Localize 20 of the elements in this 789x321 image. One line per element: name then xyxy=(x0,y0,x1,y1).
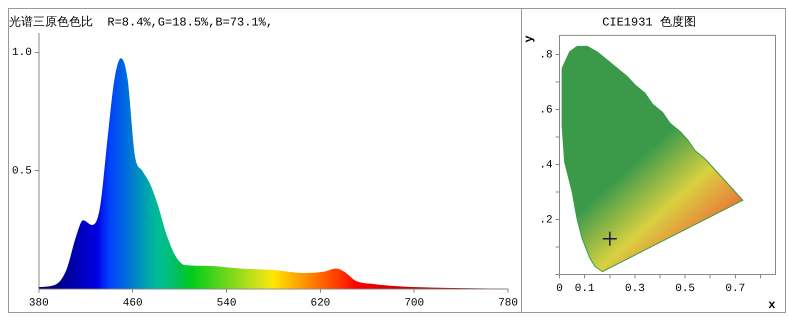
x-tick-label: 380 xyxy=(28,297,49,310)
y-tick-label: .2 xyxy=(539,214,553,226)
x-tick-label: 0.1 xyxy=(574,282,595,295)
x-tick-label: 0.5 xyxy=(675,282,696,295)
x-axis-title: x xyxy=(768,298,776,312)
x-tick-label: 540 xyxy=(216,297,236,310)
x-tick-label: 0 xyxy=(556,282,563,295)
chart-title: 光谱三原色色比 R=8.4%,G=18.5%,B=73.1%, xyxy=(9,14,274,30)
y-tick-label: .6 xyxy=(539,104,553,116)
x-tick-label: 780 xyxy=(498,297,518,310)
y-tick-label: .8 xyxy=(539,50,553,62)
y-tick-label: .4 xyxy=(539,159,553,172)
chart-title: CIE1931 色度图 xyxy=(602,14,696,30)
y-tick-label: 1.0 xyxy=(12,47,32,60)
x-tick-label: 700 xyxy=(404,297,424,310)
x-tick-label: 0.7 xyxy=(725,282,746,295)
y-axis-title: y xyxy=(522,35,536,43)
x-tick-label: 620 xyxy=(310,297,330,310)
x-tick-label: 460 xyxy=(122,297,143,310)
x-tick-label: 0.3 xyxy=(625,282,645,295)
